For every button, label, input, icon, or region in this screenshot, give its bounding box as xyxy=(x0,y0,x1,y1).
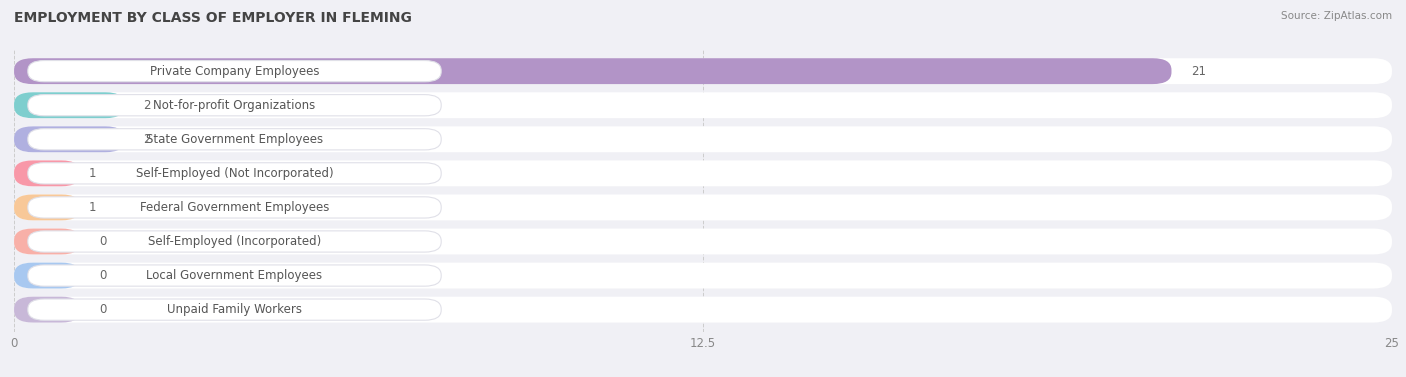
Text: Self-Employed (Incorporated): Self-Employed (Incorporated) xyxy=(148,235,321,248)
FancyBboxPatch shape xyxy=(14,92,1392,118)
FancyBboxPatch shape xyxy=(14,263,80,288)
Text: Unpaid Family Workers: Unpaid Family Workers xyxy=(167,303,302,316)
FancyBboxPatch shape xyxy=(28,95,441,116)
Text: Not-for-profit Organizations: Not-for-profit Organizations xyxy=(153,99,315,112)
FancyBboxPatch shape xyxy=(14,58,1171,84)
FancyBboxPatch shape xyxy=(14,160,1392,186)
FancyBboxPatch shape xyxy=(14,263,1392,288)
Text: State Government Employees: State Government Employees xyxy=(146,133,323,146)
FancyBboxPatch shape xyxy=(14,195,1392,221)
FancyBboxPatch shape xyxy=(14,160,80,186)
FancyBboxPatch shape xyxy=(14,126,124,152)
FancyBboxPatch shape xyxy=(28,299,441,320)
FancyBboxPatch shape xyxy=(28,231,441,252)
Text: 1: 1 xyxy=(89,167,96,180)
FancyBboxPatch shape xyxy=(28,265,441,286)
Text: 1: 1 xyxy=(89,201,96,214)
FancyBboxPatch shape xyxy=(14,92,124,118)
FancyBboxPatch shape xyxy=(14,126,1392,152)
FancyBboxPatch shape xyxy=(14,58,1392,84)
Text: EMPLOYMENT BY CLASS OF EMPLOYER IN FLEMING: EMPLOYMENT BY CLASS OF EMPLOYER IN FLEMI… xyxy=(14,11,412,25)
FancyBboxPatch shape xyxy=(28,61,441,82)
Text: Self-Employed (Not Incorporated): Self-Employed (Not Incorporated) xyxy=(136,167,333,180)
Text: Private Company Employees: Private Company Employees xyxy=(150,64,319,78)
Text: Source: ZipAtlas.com: Source: ZipAtlas.com xyxy=(1281,11,1392,21)
Text: Local Government Employees: Local Government Employees xyxy=(146,269,322,282)
FancyBboxPatch shape xyxy=(14,297,1392,323)
Text: 0: 0 xyxy=(100,303,107,316)
Text: 2: 2 xyxy=(143,133,150,146)
FancyBboxPatch shape xyxy=(14,297,80,323)
FancyBboxPatch shape xyxy=(14,228,1392,254)
FancyBboxPatch shape xyxy=(28,129,441,150)
Text: 21: 21 xyxy=(1191,64,1206,78)
FancyBboxPatch shape xyxy=(28,197,441,218)
Text: Federal Government Employees: Federal Government Employees xyxy=(139,201,329,214)
Text: 0: 0 xyxy=(100,269,107,282)
FancyBboxPatch shape xyxy=(28,163,441,184)
FancyBboxPatch shape xyxy=(14,228,80,254)
Text: 0: 0 xyxy=(100,235,107,248)
FancyBboxPatch shape xyxy=(14,195,80,221)
Text: 2: 2 xyxy=(143,99,150,112)
